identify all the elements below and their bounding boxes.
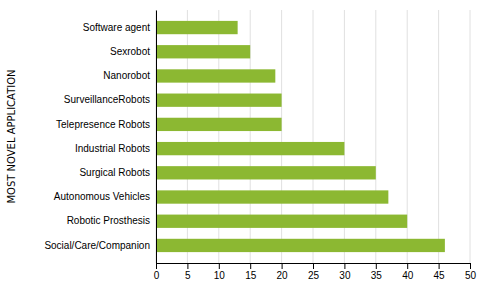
- x-tick-label: 15: [245, 270, 257, 281]
- x-tick-label: 25: [308, 270, 320, 281]
- bar: [156, 239, 445, 252]
- x-tick-label: 35: [371, 270, 383, 281]
- x-tick: 40: [402, 263, 414, 281]
- bar: [156, 94, 282, 107]
- y-tick: Software agent: [83, 22, 150, 33]
- x-tick-label: 10: [214, 270, 226, 281]
- y-tick: Industrial Robots: [75, 143, 150, 154]
- x-tick: 30: [339, 263, 351, 281]
- grid-line: [438, 10, 439, 263]
- x-tick-label: 5: [185, 270, 191, 281]
- x-tick-mark: [344, 263, 345, 269]
- bar: [156, 166, 376, 179]
- x-tick-label: 45: [434, 270, 446, 281]
- y-tick: SurveillanceRobots: [64, 94, 150, 105]
- y-tick: Autonomous Vehicles: [54, 191, 150, 202]
- bar: [156, 118, 282, 131]
- bar: [156, 190, 388, 203]
- y-tick-label: Surgical Robots: [79, 167, 150, 178]
- grid-line: [470, 10, 471, 263]
- y-tick: Nanorobot: [103, 70, 150, 81]
- x-tick: 25: [308, 263, 320, 281]
- x-tick: 5: [185, 263, 191, 281]
- y-tick-label: Autonomous Vehicles: [54, 191, 150, 202]
- x-tick-label: 50: [465, 270, 477, 281]
- x-tick-mark: [282, 263, 283, 269]
- x-tick: 20: [277, 263, 289, 281]
- x-tick: 35: [371, 263, 383, 281]
- y-tick-label: Sexrobot: [110, 46, 150, 57]
- x-tick: 10: [214, 263, 226, 281]
- y-tick-label: Robotic Prosthesis: [67, 215, 150, 226]
- y-tick: Sexrobot: [110, 46, 150, 57]
- x-tick-mark: [376, 263, 377, 269]
- y-tick-label: Nanorobot: [103, 70, 150, 81]
- y-axis-line: [156, 11, 157, 264]
- y-axis: Social/Care/Companion Robotic Prosthesis A…: [44, 11, 156, 264]
- x-axis: 0 5 10 15 20 25 30 35 40 45 50: [154, 263, 477, 281]
- y-tick: Surgical Robots: [79, 167, 150, 178]
- x-tick-mark: [156, 263, 157, 269]
- x-tick-mark: [187, 263, 188, 269]
- bar: [156, 21, 238, 34]
- grid-line: [156, 10, 157, 263]
- grid: [156, 10, 470, 263]
- y-tick-label: Social/Care/Companion: [44, 240, 150, 251]
- x-tick: 15: [245, 263, 257, 281]
- x-tick-label: 30: [339, 270, 351, 281]
- bar: [156, 45, 250, 58]
- bars: [156, 21, 445, 252]
- y-tick: Social/Care/Companion: [44, 240, 150, 251]
- x-tick-label: 0: [154, 270, 160, 281]
- x-axis-line: [157, 264, 471, 270]
- y-tick-label: Telepresence Robots: [56, 119, 150, 130]
- y-tick-label: Software agent: [83, 22, 150, 33]
- x-tick-mark: [407, 263, 408, 269]
- bar: [156, 69, 275, 82]
- y-axis-title: MOST NOVEL APPLICATION: [6, 69, 17, 203]
- x-tick: 50: [465, 263, 477, 281]
- y-tick: Telepresence Robots: [56, 119, 150, 130]
- y-tick-label: Industrial Robots: [75, 143, 150, 154]
- chart: 0 5 10 15 20 25 30 35 40 45 50 Social/Care/Companio…: [0, 0, 488, 289]
- x-tick-label: 20: [277, 270, 289, 281]
- x-tick-mark: [313, 263, 314, 269]
- x-tick: 0: [154, 263, 160, 281]
- y-tick: Robotic Prosthesis: [67, 215, 150, 226]
- x-tick: 45: [434, 263, 446, 281]
- x-tick-label: 40: [402, 270, 414, 281]
- bar: [156, 142, 344, 155]
- plot: 0 5 10 15 20 25 30 35 40 45 50 Social/Care/Companio…: [44, 10, 476, 281]
- x-tick-mark: [470, 263, 471, 269]
- x-tick-mark: [439, 263, 440, 269]
- x-tick-mark: [219, 263, 220, 269]
- x-tick-mark: [250, 263, 251, 269]
- bar: [156, 215, 407, 228]
- y-tick-label: SurveillanceRobots: [64, 94, 150, 105]
